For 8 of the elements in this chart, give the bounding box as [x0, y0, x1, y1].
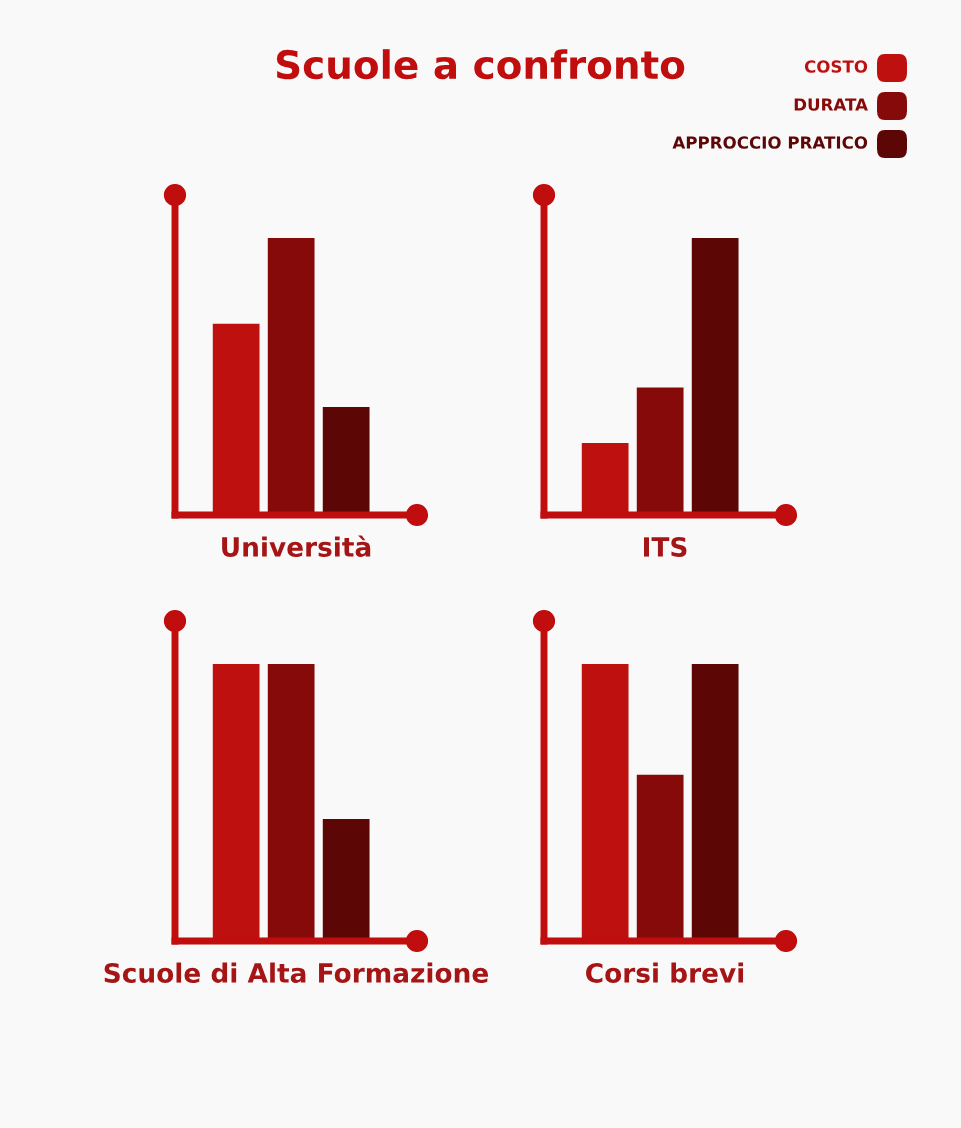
- x-axis-title: Università: [222, 535, 371, 557]
- legend-label: DURATA: [794, 98, 868, 111]
- x-axis-title: Scuole di Alta Formazione: [104, 962, 488, 983]
- x-axis-title: ITS: [644, 536, 687, 557]
- legend-label: COSTO: [804, 60, 868, 73]
- legend-label: APPROCCIO PRATICO: [672, 136, 868, 149]
- chart-title: Scuole a confronto: [276, 49, 685, 80]
- x-axis-title: Corsi brevi: [586, 962, 744, 983]
